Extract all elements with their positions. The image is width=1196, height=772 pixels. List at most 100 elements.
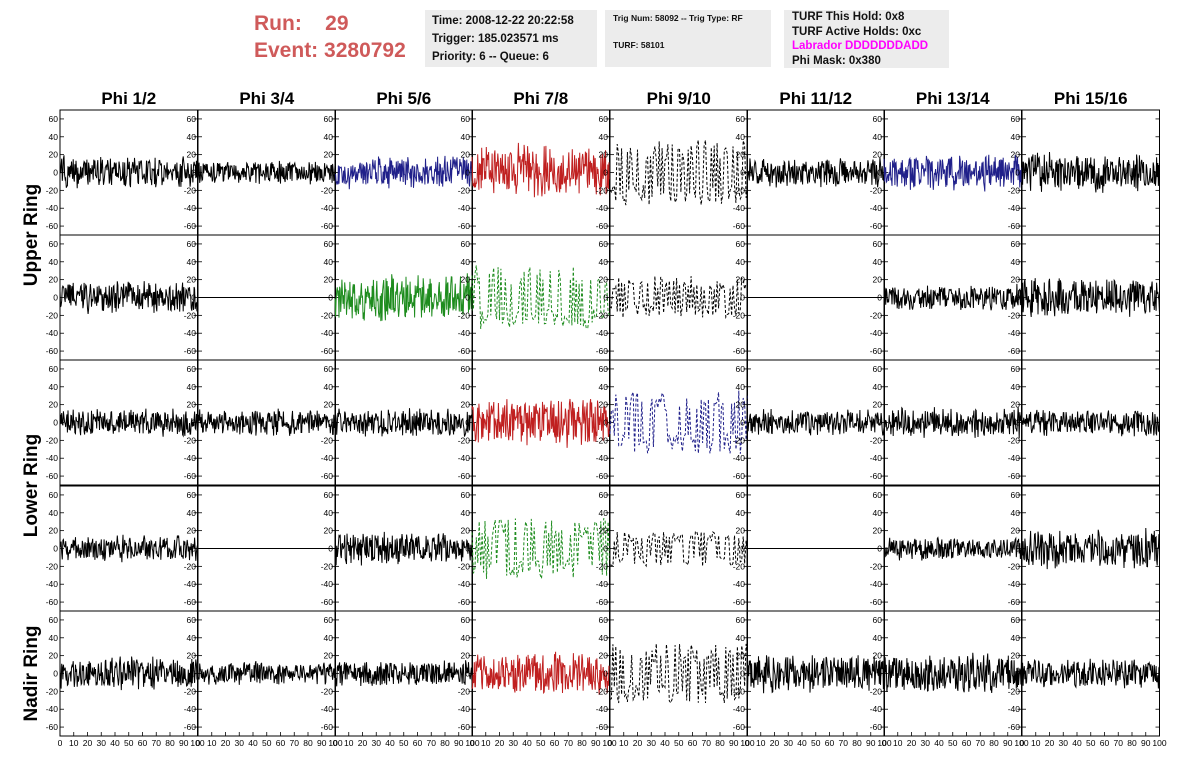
time-info-box: Time: 2008-12-22 20:22:58 Trigger: 185.0… bbox=[425, 10, 597, 67]
y-tick-label: 60 bbox=[324, 114, 334, 124]
waveform-trace bbox=[609, 643, 748, 704]
waveform-trace bbox=[1021, 278, 1160, 318]
y-tick-label: 40 bbox=[873, 257, 883, 267]
y-tick-label: -40 bbox=[870, 704, 883, 714]
y-tick-label: 0 bbox=[465, 418, 470, 428]
y-tick-label: 40 bbox=[1011, 508, 1021, 518]
x-tick-label: 60 bbox=[413, 738, 423, 748]
waveform-trace bbox=[334, 408, 473, 437]
y-tick-label: -60 bbox=[184, 471, 197, 481]
y-tick-label: -60 bbox=[1008, 346, 1021, 356]
waveform-trace bbox=[197, 160, 336, 185]
x-tick-label: 20 bbox=[633, 738, 643, 748]
y-tick-label: 40 bbox=[324, 508, 334, 518]
y-tick-label: 60 bbox=[599, 364, 609, 374]
y-tick-label: 60 bbox=[187, 239, 197, 249]
waveform-trace bbox=[1021, 527, 1160, 570]
y-tick-label: 40 bbox=[599, 257, 609, 267]
y-tick-label: 0 bbox=[328, 669, 333, 679]
priority-text: Priority: 6 -- Queue: 6 bbox=[432, 51, 549, 63]
y-tick-label: -20 bbox=[184, 310, 197, 320]
x-tick-label: 40 bbox=[385, 738, 395, 748]
y-tick-label: 0 bbox=[1015, 418, 1020, 428]
y-tick-label: -20 bbox=[321, 185, 334, 195]
waveform-trace bbox=[471, 651, 610, 695]
y-tick-label: 20 bbox=[187, 526, 197, 536]
panel-r3-c5: -60 -40 -20 0 20 40 60 bbox=[596, 359, 748, 486]
y-tick-label: 60 bbox=[599, 615, 609, 625]
waveform-trace bbox=[334, 273, 473, 322]
waveform-trace bbox=[334, 531, 473, 566]
y-tick-label: -40 bbox=[733, 203, 746, 213]
y-tick-label: -40 bbox=[184, 704, 197, 714]
y-tick-label: -60 bbox=[870, 722, 883, 732]
y-tick-label: -60 bbox=[596, 221, 609, 231]
y-tick-label: -40 bbox=[458, 453, 471, 463]
y-tick-label: -40 bbox=[870, 328, 883, 338]
y-tick-label: -40 bbox=[321, 579, 334, 589]
y-tick-label: 40 bbox=[1011, 633, 1021, 643]
y-tick-label: -40 bbox=[733, 453, 746, 463]
y-tick-label: -20 bbox=[321, 561, 334, 571]
y-tick-label: -60 bbox=[1008, 597, 1021, 607]
ring-label-2: Lower Ring bbox=[21, 434, 42, 537]
y-tick-label: 60 bbox=[1011, 490, 1021, 500]
y-tick-label: -20 bbox=[1008, 185, 1021, 195]
y-tick-label: 60 bbox=[873, 615, 883, 625]
y-tick-label: 20 bbox=[873, 651, 883, 661]
y-tick-label: -60 bbox=[1008, 722, 1021, 732]
y-tick-label: 0 bbox=[328, 544, 333, 554]
y-tick-label: -40 bbox=[1008, 203, 1021, 213]
y-tick-label: -40 bbox=[596, 453, 609, 463]
x-tick-label: 40 bbox=[797, 738, 807, 748]
y-tick-label: 20 bbox=[1011, 150, 1021, 160]
y-tick-label: -60 bbox=[46, 471, 59, 481]
panel-r2-c5: -60 -40 -20 0 20 40 60 bbox=[596, 234, 748, 361]
panel-r1-c6: -60 -40 -20 0 20 40 60 bbox=[733, 109, 885, 236]
y-tick-label: -20 bbox=[733, 561, 746, 571]
y-tick-label: -60 bbox=[184, 597, 197, 607]
panel-r3-c6: -60 -40 -20 0 20 40 60 bbox=[733, 359, 885, 486]
y-tick-label: -40 bbox=[321, 704, 334, 714]
y-tick-label: 0 bbox=[740, 293, 745, 303]
waveform-trace bbox=[609, 276, 748, 320]
y-tick-label: -20 bbox=[184, 561, 197, 571]
y-tick-label: 40 bbox=[49, 257, 59, 267]
x-tick-label: 20 bbox=[221, 738, 231, 748]
y-tick-label: 60 bbox=[461, 490, 471, 500]
waveform-trace bbox=[609, 390, 748, 454]
x-tick-label: 60 bbox=[550, 738, 560, 748]
y-tick-label: -40 bbox=[184, 453, 197, 463]
turf-info-box: TURF This Hold: 0x8 TURF Active Holds: 0… bbox=[784, 10, 949, 68]
x-tick-label: 50 bbox=[948, 738, 958, 748]
panel-r2-c7: -60 -40 -20 0 20 40 60 bbox=[870, 234, 1022, 361]
y-tick-label: 40 bbox=[461, 508, 471, 518]
panel-frame bbox=[471, 234, 610, 361]
x-tick-label: 100 bbox=[190, 738, 204, 748]
x-tick-label: 30 bbox=[235, 738, 245, 748]
x-tick-label: 90 bbox=[591, 738, 601, 748]
y-tick-label: -60 bbox=[733, 722, 746, 732]
trigger-text: Trigger: 185.023571 ms bbox=[432, 33, 559, 45]
panel-r1-c2: -60 -40 -20 0 20 40 60 bbox=[184, 109, 336, 236]
y-tick-label: -20 bbox=[1008, 686, 1021, 696]
y-tick-label: 20 bbox=[324, 400, 334, 410]
y-tick-label: -20 bbox=[46, 435, 59, 445]
y-tick-label: 0 bbox=[877, 669, 882, 679]
y-tick-label: -20 bbox=[733, 185, 746, 195]
waveform-trace bbox=[59, 408, 198, 438]
x-tick-label: 80 bbox=[577, 738, 587, 748]
y-tick-label: 40 bbox=[873, 382, 883, 392]
y-tick-label: 0 bbox=[1015, 293, 1020, 303]
y-tick-label: -20 bbox=[870, 310, 883, 320]
y-tick-label: 20 bbox=[1011, 651, 1021, 661]
y-tick-label: 40 bbox=[324, 382, 334, 392]
x-tick-label: 100 bbox=[602, 738, 616, 748]
time-text: Time: 2008-12-22 20:22:58 bbox=[432, 15, 574, 27]
y-tick-label: 60 bbox=[49, 615, 59, 625]
run-event-info: Run: 29 Event: 3280792 bbox=[254, 10, 406, 64]
